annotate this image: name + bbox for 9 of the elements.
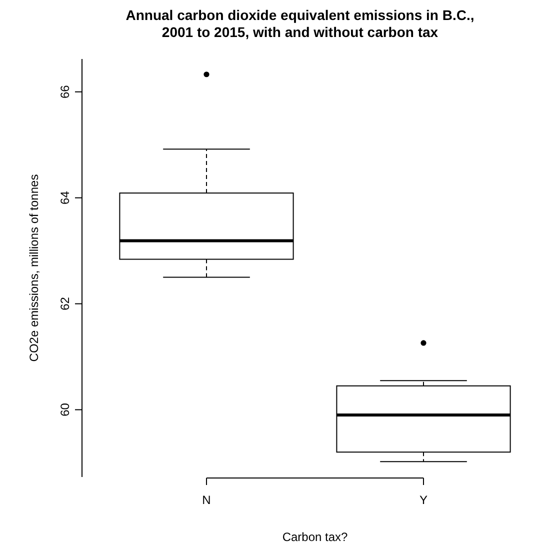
x-tick-label: Y [419, 493, 428, 507]
y-tick-label: 60 [58, 402, 72, 416]
x-tick-label: N [202, 493, 211, 507]
y-tick-label: 62 [58, 296, 72, 310]
y-axis-title: CO2e emissions, millions of tonnes [27, 174, 41, 362]
x-axis-title: Carbon tax? [282, 530, 348, 544]
y-tick-label: 66 [58, 84, 72, 99]
chart-title: Annual carbon dioxide equivalent emissions in B.C., 2001 to 2015, with and without carbon tax [126, 7, 474, 40]
y-tick-label: 64 [58, 190, 72, 204]
